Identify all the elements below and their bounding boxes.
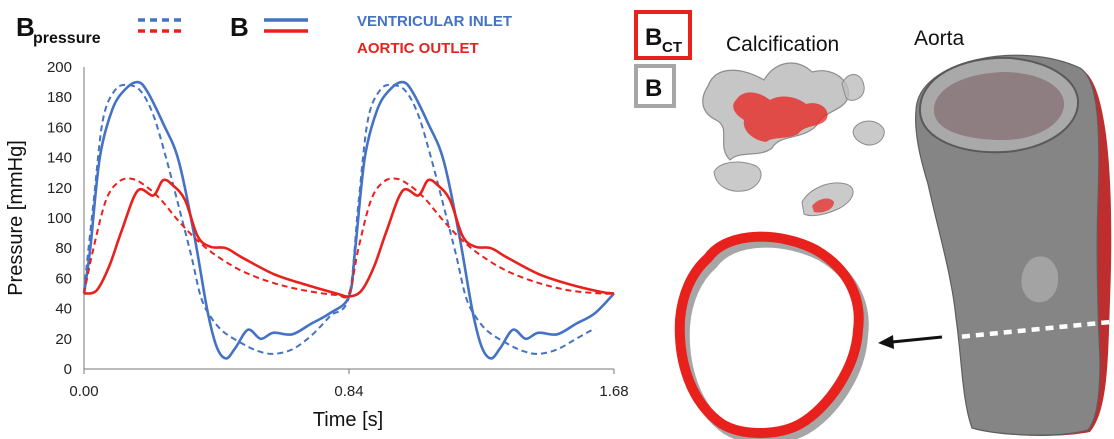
x-tick-label: 1.68 <box>599 383 628 400</box>
aorta-cross-section <box>674 231 869 439</box>
x-tick-label: 0.00 <box>69 383 98 400</box>
y-tick-label: 60 <box>55 270 72 287</box>
series-line-0 <box>82 80 615 360</box>
series-line-1 <box>83 83 596 355</box>
y-tick-label: 40 <box>55 301 72 318</box>
aorta-highlight <box>1021 256 1059 303</box>
y-tick-label: 0 <box>64 361 72 378</box>
anatomy-panel: B CT B Calcification Aorta <box>634 10 1112 439</box>
section-arrow-line <box>891 335 943 344</box>
y-tick-label: 120 <box>47 180 72 197</box>
chart-series <box>82 80 615 360</box>
bct-label-box <box>634 10 692 60</box>
aorta-render <box>915 54 1112 436</box>
series-line-3 <box>83 177 615 299</box>
chart-legend: B pressure B VENTRICULAR INLET AORTIC OU… <box>16 12 512 57</box>
y-tick-label: 200 <box>47 59 72 76</box>
aorta-opening-inner <box>933 72 1064 140</box>
legend-bpressure-main: B <box>16 12 35 42</box>
y-tick-label: 140 <box>47 150 72 167</box>
calcification-core-red <box>733 92 828 142</box>
legend-aortic-outlet: AORTIC OUTLET <box>357 40 479 57</box>
aorta-body <box>915 54 1101 436</box>
section-arrow-head <box>878 335 894 349</box>
x-axis-label: Time [s] <box>313 409 383 431</box>
b-label-main: B <box>645 75 662 102</box>
y-tick-label: 160 <box>47 119 72 136</box>
calcification-render <box>702 62 885 217</box>
aorta-label: Aorta <box>914 27 965 50</box>
legend-b-main: B <box>230 12 249 42</box>
calcification-blob-small-1 <box>841 74 865 101</box>
y-tick-label: 180 <box>47 89 72 106</box>
y-axis-label: Pressure [mmHg] <box>5 140 27 296</box>
calcification-blob-small-3 <box>713 161 762 192</box>
y-tick-label: 80 <box>55 240 72 257</box>
pressure-chart: 0 20 40 60 80 100 120 140 160 180 200 0.00 0.84 1.68… <box>5 59 629 431</box>
y-tick-label: 100 <box>47 210 72 227</box>
bct-label-main: B <box>645 24 662 51</box>
calcification-label: Calcification <box>726 33 839 56</box>
x-tick-label: 0.84 <box>334 383 363 400</box>
y-tick-labels: 0 20 40 60 80 100 120 140 160 180 200 <box>47 59 72 378</box>
calcification-blob-small-4-core <box>812 198 834 213</box>
legend-bpressure-sub: pressure <box>33 30 101 47</box>
legend-ventricular-inlet: VENTRICULAR INLET <box>357 13 512 30</box>
b-label-box <box>634 64 676 108</box>
bct-label-sub: CT <box>662 39 682 56</box>
x-tick-labels: 0.00 0.84 1.68 <box>69 369 629 400</box>
cross-section-bct <box>674 231 864 438</box>
series-line-2 <box>83 178 615 298</box>
y-tick-label: 20 <box>55 331 72 348</box>
calcification-blob-small-2 <box>852 120 885 146</box>
